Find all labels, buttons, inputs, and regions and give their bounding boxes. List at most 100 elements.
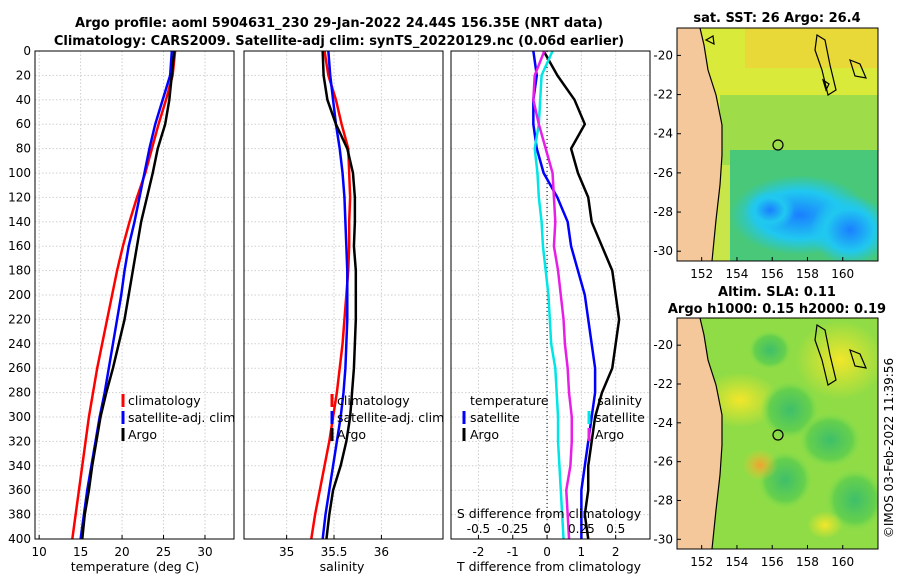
difference-panel: -2 -1 0 1 2 T difference from climatology S … — [450, 50, 651, 574]
t-difference-xlabel: T difference from climatology — [456, 559, 642, 574]
map-lat-tick-label: -20 — [653, 338, 673, 352]
map-lon-tick-label: 158 — [796, 267, 819, 281]
sst-map-panel: sat. SST: 26 Argo: 26.4 152 154 156 158 160 -… — [653, 11, 879, 281]
x-tick-label: 15 — [73, 545, 88, 559]
x-tick-label: -2 — [472, 545, 484, 559]
map-lon-tick-label: 156 — [761, 267, 784, 281]
temperature-xlabel: temperature (deg C) — [71, 559, 200, 574]
legend-label-s-satellite: satellite — [595, 410, 645, 425]
series-line-climatology — [71, 51, 177, 539]
x-tick-label: 30 — [197, 545, 212, 559]
series-line-argo — [321, 51, 358, 539]
sla-map-image — [677, 318, 878, 549]
s-difference-tick-label: 0.5 — [606, 522, 625, 536]
temperature-grid — [35, 51, 234, 539]
x-tick-label: 25 — [156, 545, 171, 559]
salinity-tick-labels: 35 35.5 36 — [279, 545, 389, 559]
depth-tick-label: 40 — [16, 93, 31, 107]
temperature-axes-box — [34, 50, 235, 540]
map-lon-tick-label: 152 — [690, 555, 713, 569]
map-lat-tick-label: -24 — [653, 127, 673, 141]
series-line-argo — [81, 51, 176, 539]
x-tick-label: 2 — [612, 545, 620, 559]
s-difference-tick-labels: -0.5 -0.25 0 0.25 0.5 — [467, 522, 625, 536]
sst-map-tick-labels: 152 154 156 158 160 -20 -22 -24 -26 -28 -30 — [653, 48, 854, 281]
series-line-s-argo — [532, 51, 574, 539]
series-line-t-satellite — [532, 51, 597, 539]
map-lat-tick-label: -22 — [653, 88, 673, 102]
temperature-lines — [71, 51, 177, 539]
sla-map-panel: Altim. SLA: 0.11 Argo h1000: 0.15 h2000:… — [653, 285, 886, 569]
depth-tick-label: 280 — [8, 386, 31, 400]
salinity-xlabel: salinity — [320, 559, 365, 574]
map-lon-tick-label: 160 — [831, 267, 854, 281]
legend-label-argo: Argo — [337, 427, 366, 442]
map-lat-tick-label: -28 — [653, 493, 673, 507]
s-difference-tick-label: 0.25 — [568, 522, 595, 536]
difference-lines — [532, 51, 621, 539]
salinity-legend: climatology satellite-adj. clim Argo — [330, 393, 444, 442]
legend-title-temperature: temperature — [470, 393, 549, 408]
sst-map-image — [677, 28, 878, 261]
temperature-tick-labels: 10 15 20 25 30 — [32, 545, 213, 559]
salinity-lines — [310, 51, 358, 539]
series-line-satellite-adj-clim — [321, 51, 349, 539]
depth-tick-label: 140 — [8, 215, 31, 229]
series-line-climatology — [310, 51, 352, 539]
depth-tick-label: 0 — [23, 44, 31, 58]
series-line-s-satellite — [533, 51, 565, 539]
map-lat-tick-label: -20 — [653, 48, 673, 62]
x-tick-label: 35 — [279, 545, 294, 559]
map-lon-tick-label: 160 — [831, 555, 854, 569]
series-line-t-argo — [542, 51, 621, 539]
salinity-grid — [244, 51, 443, 539]
map-lat-tick-label: -26 — [653, 455, 673, 469]
legend-label-t-satellite: satellite — [470, 410, 520, 425]
s-difference-tick-label: -0.5 — [467, 522, 490, 536]
legend-title-salinity: salinity — [597, 393, 642, 408]
x-tick-label: -1 — [507, 545, 519, 559]
sla-map-tick-labels: 152 154 156 158 160 -20 -22 -24 -26 -28 -30 — [653, 338, 854, 569]
difference-axes-box — [450, 50, 651, 540]
depth-tick-label: 400 — [8, 532, 31, 546]
map-lat-tick-label: -26 — [653, 166, 673, 180]
argo-position-marker — [772, 429, 784, 441]
legend-label-t-argo: Argo — [470, 427, 499, 442]
map-lon-tick-label: 156 — [761, 555, 784, 569]
depth-tick-label: 120 — [8, 190, 31, 204]
sla-map-title-line2: Argo h1000: 0.15 h2000: 0.19 — [668, 302, 886, 317]
map-lat-tick-label: -30 — [653, 244, 673, 258]
depth-tick-label: 380 — [8, 508, 31, 522]
x-tick-label: 10 — [32, 545, 47, 559]
depth-tick-label: 240 — [8, 337, 31, 351]
map-lon-tick-label: 152 — [690, 267, 713, 281]
legend-label-satellite: satellite-adj. clim — [337, 410, 444, 425]
map-lat-tick-label: -24 — [653, 416, 673, 430]
depth-tick-label: 200 — [8, 288, 31, 302]
s-difference-tick-label: -0.25 — [497, 522, 528, 536]
map-lon-tick-label: 154 — [725, 267, 748, 281]
map-lon-tick-label: 158 — [796, 555, 819, 569]
x-tick-label: 20 — [114, 545, 129, 559]
legend-label-climatology: climatology — [128, 393, 201, 408]
map-lat-tick-label: -30 — [653, 532, 673, 546]
depth-tick-label: 340 — [8, 459, 31, 473]
depth-tick-labels: 0 20 40 60 80 100 120 140 160 180 200 220 240 260 280 3… — [8, 44, 31, 546]
depth-tick-label: 360 — [8, 483, 31, 497]
depth-tick-label: 20 — [16, 68, 31, 82]
x-tick-label: 0 — [543, 545, 551, 559]
sla-map-frame — [676, 317, 879, 550]
s-difference-tick-label: 0 — [543, 522, 551, 536]
legend-label-s-argo: Argo — [595, 427, 624, 442]
sst-map-title: sat. SST: 26 Argo: 26.4 — [693, 11, 860, 26]
sla-map-title-line1: Altim. SLA: 0.11 — [718, 285, 836, 300]
s-difference-xlabel: S difference from climatology — [457, 506, 642, 521]
depth-tick-label: 60 — [16, 117, 31, 131]
figure-title-line1: Argo profile: aoml 5904631_230 29-Jan-20… — [75, 16, 603, 31]
legend-label-argo: Argo — [128, 427, 157, 442]
argo-position-marker — [772, 139, 784, 151]
map-lon-tick-label: 154 — [725, 555, 748, 569]
depth-tick-label: 180 — [8, 264, 31, 278]
depth-tick-label: 300 — [8, 410, 31, 424]
